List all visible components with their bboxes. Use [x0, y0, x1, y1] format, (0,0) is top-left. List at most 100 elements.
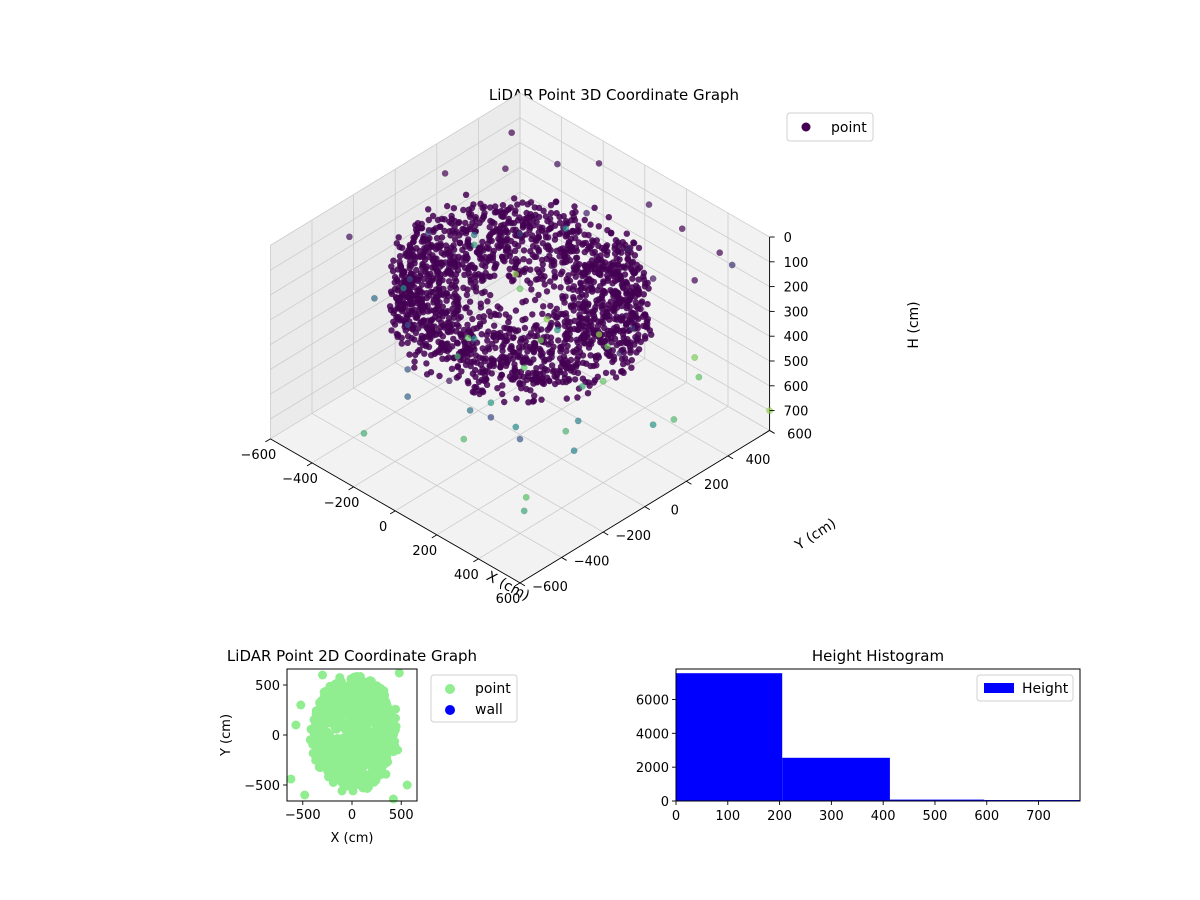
- point-3d-core: [595, 354, 602, 361]
- point-2d: [311, 706, 321, 716]
- point-3d-core: [548, 362, 556, 369]
- point-3d: [645, 201, 653, 209]
- point-3d-core: [628, 357, 635, 364]
- point-2d: [317, 750, 327, 759]
- point-3d-core: [623, 304, 630, 312]
- tick-label-y: 0: [272, 729, 280, 744]
- tick-mark-x: [473, 558, 479, 563]
- point-3d-core: [545, 246, 552, 253]
- point-3d-core: [435, 328, 442, 335]
- point-3d-core: [553, 247, 561, 254]
- point-3d-core: [423, 371, 431, 378]
- point-2d: [349, 716, 359, 726]
- legend-label-point: point: [831, 120, 867, 136]
- point-3d-core: [574, 339, 581, 346]
- point-3d-core: [487, 312, 494, 320]
- point-3d-core: [582, 302, 589, 309]
- point-3d-core: [591, 315, 598, 322]
- point-3d-core: [576, 293, 584, 301]
- point-3d-core: [539, 261, 546, 268]
- point-2d: [342, 686, 352, 696]
- tick-label-h: 700: [784, 405, 809, 420]
- point-2d: [286, 774, 296, 784]
- point-3d-core: [413, 266, 420, 274]
- point-3d-core: [531, 340, 539, 347]
- point-3d-core: [594, 322, 602, 330]
- tick-label-y: 600: [787, 427, 812, 442]
- point-3d: [487, 413, 495, 421]
- point-3d-core: [528, 232, 536, 239]
- point-3d-core: [413, 245, 420, 252]
- point-3d-core: [635, 291, 642, 298]
- point-2d: [348, 748, 358, 757]
- point-3d-core: [450, 246, 458, 253]
- point-3d-core: [411, 364, 418, 371]
- point-3d-core: [609, 288, 616, 295]
- chart-2d-xlabel: X (cm): [331, 831, 374, 846]
- tick-label-h: 0: [784, 231, 792, 246]
- point-3d-core: [465, 380, 472, 387]
- point-3d: [716, 249, 724, 257]
- point-3d-core: [438, 341, 445, 348]
- point-3d-core: [418, 281, 426, 288]
- tick-mark-y: [644, 506, 651, 511]
- point-3d-core: [435, 315, 442, 323]
- point-3d-core: [492, 337, 500, 344]
- point-2d: [324, 772, 333, 782]
- point-3d-core: [578, 315, 586, 322]
- point-3d-core: [449, 343, 456, 350]
- point-2d: [388, 794, 398, 804]
- point-3d-core: [453, 278, 460, 285]
- point-3d-core: [554, 320, 561, 328]
- point-3d-core: [617, 273, 624, 280]
- point-3d-core: [533, 365, 540, 372]
- point-3d-core: [441, 216, 448, 223]
- point-3d-core: [481, 288, 488, 295]
- point-3d-core: [477, 369, 484, 376]
- point-3d-core: [424, 308, 432, 315]
- point-3d-core: [451, 230, 459, 237]
- point-2d: [331, 768, 341, 778]
- point-3d-core: [530, 222, 537, 229]
- point-3d-core: [551, 373, 558, 380]
- point-3d-core: [498, 333, 506, 340]
- point-3d: [516, 230, 524, 238]
- point-3d-core: [635, 276, 642, 283]
- point-3d-core: [411, 260, 418, 267]
- point-3d-core: [563, 347, 570, 355]
- point-3d-core: [475, 271, 482, 278]
- point-3d-core: [571, 216, 579, 224]
- point-3d-core: [391, 279, 398, 286]
- point-3d-core: [493, 208, 500, 215]
- point-3d-core: [545, 226, 552, 233]
- point-3d-core: [558, 345, 565, 352]
- point-3d-core: [411, 358, 418, 365]
- point-3d-core: [388, 263, 395, 270]
- point-3d-core: [620, 263, 627, 270]
- point-3d: [574, 417, 582, 425]
- point-2d: [330, 734, 340, 744]
- point-2d: [366, 759, 376, 769]
- point-3d-core: [642, 335, 649, 342]
- point-3d-core: [454, 340, 461, 347]
- point-3d-core: [402, 250, 409, 257]
- point-3d-core: [486, 361, 494, 369]
- point-3d-core: [618, 313, 626, 320]
- point-3d-core: [460, 206, 467, 214]
- point-3d-core: [547, 209, 555, 217]
- point-3d-core: [480, 313, 487, 320]
- tick-label-h: 200: [784, 281, 809, 296]
- point-3d-core: [618, 355, 626, 363]
- point-3d-core: [509, 278, 516, 285]
- point-3d: [406, 275, 414, 283]
- point-3d-core: [480, 212, 488, 220]
- point-2d: [372, 681, 382, 691]
- point-3d: [624, 245, 632, 253]
- point-3d-core: [603, 267, 610, 274]
- point-3d-core: [435, 347, 443, 354]
- point-3d-core: [420, 250, 427, 258]
- point-3d-core: [610, 270, 618, 277]
- tick-label-h: 400: [784, 330, 809, 345]
- point-3d-core: [624, 255, 632, 262]
